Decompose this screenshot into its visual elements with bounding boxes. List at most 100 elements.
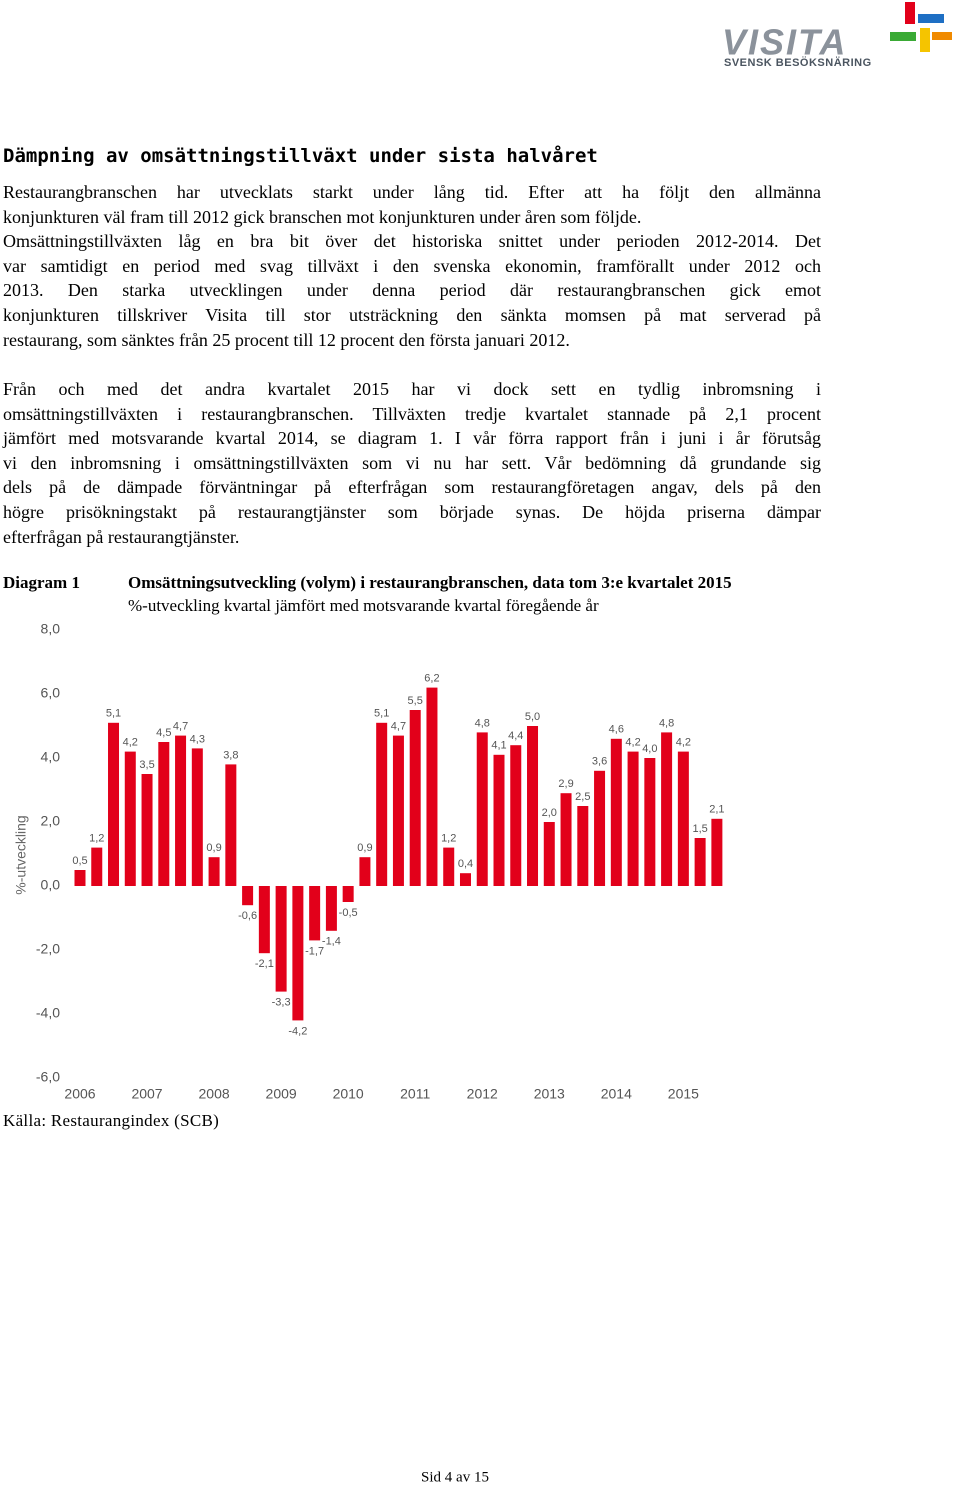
- value-label: 4,4: [508, 730, 523, 742]
- value-label: 4,3: [190, 733, 205, 745]
- bar: [627, 751, 639, 886]
- source: Källa: Restaurangindex (SCB): [3, 1111, 220, 1130]
- figure-label: Diagram 1: [3, 573, 80, 592]
- text-line: Restaurangbranschen har utvecklats stark…: [3, 182, 821, 202]
- bar: [175, 735, 187, 886]
- text-line: Omsättningstillväxten låg en bra bit öve…: [3, 231, 821, 252]
- bar: [510, 745, 522, 886]
- logo-icon: [890, 2, 952, 52]
- value-label: 4,7: [391, 721, 406, 733]
- y-tick-label: -6,0: [36, 1069, 60, 1085]
- paragraph: Restaurangbranschen har utvecklats stark…: [3, 180, 821, 352]
- footer: Sid 4 av 15: [421, 1469, 489, 1485]
- chart-title: Omsättningsutveckling (volym) i restaura…: [128, 573, 732, 592]
- bar: [644, 758, 656, 886]
- paragraph: Från och med det andra kvartalet 2015 ha…: [3, 377, 821, 549]
- y-tick-label: -2,0: [36, 941, 60, 957]
- bar: [661, 732, 673, 886]
- value-label: 4,8: [659, 717, 674, 729]
- value-label: -2,1: [255, 958, 274, 970]
- text-line: jämfört med motsvarande kvartal 2014, se…: [3, 428, 821, 449]
- bar: [141, 774, 153, 886]
- value-label: 4,8: [475, 717, 490, 729]
- value-label: 3,8: [223, 749, 238, 761]
- value-label: 0,9: [357, 842, 372, 854]
- bar: [275, 886, 287, 992]
- value-label: 4,6: [609, 724, 624, 736]
- value-label: 0,9: [206, 842, 221, 854]
- x-tick-label: 2008: [199, 1086, 230, 1102]
- value-label: 4,1: [491, 740, 506, 752]
- bar: [527, 726, 539, 886]
- logo-name: VISITA: [722, 22, 847, 63]
- bar: [711, 818, 723, 886]
- bar: [493, 754, 505, 886]
- bar: [325, 886, 337, 931]
- value-label: 5,1: [106, 708, 121, 720]
- text-line: dels på de dämpade förväntningar på efte…: [3, 477, 821, 498]
- text-line: 2013. Den starka utvecklingen under denn…: [3, 280, 821, 301]
- bar: [409, 710, 421, 886]
- value-label: 2,0: [542, 807, 557, 819]
- value-label: 2,9: [558, 778, 573, 790]
- value-label: -1,4: [322, 936, 341, 948]
- bar: [292, 886, 304, 1021]
- value-label: 5,0: [525, 711, 540, 723]
- x-tick-label: 2007: [131, 1086, 162, 1102]
- text-line: Från och med det andra kvartalet 2015 ha…: [3, 379, 821, 399]
- bar: [309, 886, 321, 941]
- x-tick-label: 2009: [266, 1086, 297, 1102]
- text-line: efterfrågan på restaurangtjänster.: [3, 526, 240, 547]
- bar: [191, 748, 203, 886]
- value-label: -3,3: [272, 997, 291, 1009]
- text-line: högre prisökningstakt på restaurangtjäns…: [3, 501, 821, 522]
- bar: [74, 870, 86, 886]
- bar: [359, 857, 371, 886]
- bar: [225, 764, 237, 886]
- value-label: 4,2: [625, 737, 640, 749]
- x-tick-label: 2010: [333, 1086, 364, 1102]
- bar: [258, 886, 270, 954]
- y-tick-label: 8,0: [41, 621, 61, 637]
- value-label: -0,6: [238, 910, 257, 922]
- value-label: 5,5: [408, 695, 423, 707]
- text-line: konjunkturen väl fram till 2012 gick bra…: [3, 206, 642, 227]
- text-line: konjunkturen tillskriver Visita till sto…: [3, 304, 821, 325]
- bar: [443, 847, 455, 886]
- bar: [242, 886, 254, 906]
- bar: [342, 886, 354, 902]
- value-label: 2,5: [575, 791, 590, 803]
- value-label: 1,5: [692, 823, 707, 835]
- bar: [426, 687, 438, 886]
- y-tick-label: 0,0: [41, 877, 61, 893]
- y-tick-label: 4,0: [41, 749, 61, 765]
- value-label: 4,0: [642, 743, 657, 755]
- x-tick-label: 2006: [64, 1086, 95, 1102]
- bar: [91, 847, 103, 886]
- bar: [392, 735, 404, 886]
- bar: [476, 732, 488, 886]
- bar: [208, 857, 220, 886]
- bar: [560, 793, 572, 886]
- value-label: 2,1: [709, 804, 724, 816]
- x-tick-label: 2011: [400, 1086, 430, 1102]
- value-label: 4,2: [123, 737, 138, 749]
- value-label: 0,4: [458, 858, 473, 870]
- value-label: -4,2: [288, 1025, 307, 1037]
- bar: [677, 751, 689, 886]
- y-axis-label: %-utveckling: [13, 815, 29, 894]
- value-label: -1,7: [305, 945, 324, 957]
- value-label: -0,5: [339, 907, 358, 919]
- text-line: omsättningstillväxten i restaurangbransc…: [3, 403, 821, 424]
- value-label: 4,2: [676, 737, 691, 749]
- y-tick-label: 6,0: [41, 685, 61, 701]
- x-tick-label: 2013: [534, 1086, 565, 1102]
- y-tick-label: 2,0: [41, 813, 61, 829]
- text-line: vi den inbromsning i omsättningstillväxt…: [3, 452, 821, 473]
- x-tick-label: 2015: [668, 1086, 699, 1102]
- chart-subtitle: %-utveckling kvartal jämfört med motsvar…: [128, 596, 599, 615]
- value-label: 4,5: [156, 727, 171, 739]
- value-label: 4,7: [173, 721, 188, 733]
